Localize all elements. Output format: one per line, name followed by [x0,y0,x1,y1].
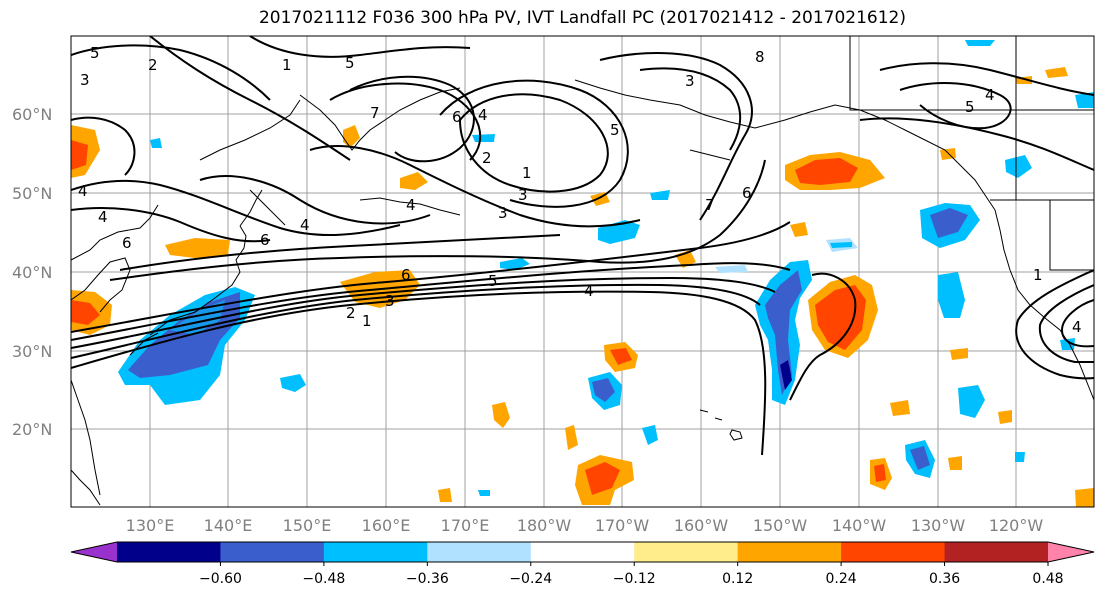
contour-label: 4 [300,216,310,234]
contour-labels: 5 3 2 1 5 4 6 7 8 3 2 1 3 3 4 6 7 6 5 4 … [78,44,1082,336]
colorbar-segment [323,542,428,562]
lon-label: 160°E [362,516,411,535]
colorbar-segment [737,542,842,562]
colorbar-tick-label: −0.60 [199,571,242,587]
contour-label: 4 [478,106,488,124]
contour-label: 6 [401,266,411,284]
contour-label: 6 [452,108,462,126]
contour-label: 6 [122,234,132,252]
lon-label: 140°E [204,516,253,535]
lon-label: 150°E [283,516,332,535]
contour-label: 5 [90,44,100,62]
pv-contours [71,36,1094,456]
contour-label: 8 [755,48,765,66]
lon-label: 180°W [517,516,572,535]
contour-label: 6 [260,231,270,249]
map-title: 2017021112 F036 300 hPa PV, IVT Landfall… [258,8,906,28]
colorbar-segment [944,542,1049,562]
contour-label: 5 [610,121,620,139]
colorbar-extend-high [1048,542,1094,562]
contour-label: 7 [370,104,380,122]
contour-label: 1 [1033,266,1043,284]
lat-label: 50°N [12,184,52,203]
contour-label: 2 [148,56,158,74]
colorbar: −0.60 −0.48 −0.36 −0.24 −0.12 0.12 0.24 0.36 0.4… [70,541,1095,587]
contour-label: 4 [985,86,995,104]
colorbar-tick-label: −0.24 [509,571,552,587]
contour-label: 3 [685,72,695,90]
lat-label: 40°N [12,263,52,282]
lat-label: 20°N [12,420,52,439]
contour-label: 5 [965,98,975,116]
colorbar-segment [634,542,739,562]
colorbar-tick-label: 0.24 [826,571,857,587]
lon-label: 150°W [753,516,808,535]
contour-label: 3 [385,292,395,310]
colorbar-segment [220,542,325,562]
contour-label: 4 [1072,318,1082,336]
colorbar-tick-label: −0.12 [613,571,656,587]
lon-label: 130°E [126,516,175,535]
colorbar-segment [841,542,946,562]
contour-label: 4 [584,282,594,300]
contour-label: 3 [518,186,528,204]
lat-label: 60°N [12,105,52,124]
contour-label: 2 [482,149,492,167]
colorbar-segment [530,542,635,562]
contour-label: 7 [705,196,715,214]
lon-label: 120°W [989,516,1044,535]
colorbar-tick-label: 0.48 [1032,571,1063,587]
contour-label: 1 [282,56,292,74]
contour-label: 6 [742,184,752,202]
colorbar-tick-label: −0.48 [302,571,345,587]
borders [849,36,1094,271]
coastlines [71,79,1094,506]
contour-label: 1 [362,312,372,330]
contour-label: 1 [522,164,532,182]
map-frame [70,35,1095,508]
contour-label: 5 [345,54,355,72]
colorbar-tick-label: −0.36 [406,571,449,587]
contour-label: 5 [488,272,498,290]
lon-label: 170°E [441,516,490,535]
latitude-labels: 60°N 50°N 40°N 30°N 20°N [12,105,52,439]
lon-label: 130°W [911,516,966,535]
colorbar-extend-low [71,542,117,562]
longitude-labels: 130°E 140°E 150°E 160°E 170°E 180°W 170°… [126,516,1044,535]
contour-label: 3 [80,71,90,89]
contour-label: 4 [406,196,416,214]
colorbar-tick-label: 0.36 [929,571,960,587]
lat-label: 30°N [12,342,52,361]
contour-label: 2 [346,304,356,322]
lon-label: 170°W [595,516,650,535]
colorbar-segment [117,542,221,562]
colorbar-segment [427,542,532,562]
contour-label: 4 [98,208,108,226]
colorbar-outline [70,541,1095,563]
contour-label: 3 [498,204,508,222]
filled-anomalies [71,40,1094,507]
contour-label: 4 [78,182,88,200]
lon-label: 140°W [832,516,887,535]
lon-label: 160°W [674,516,729,535]
colorbar-tick-label: 0.12 [722,571,753,587]
